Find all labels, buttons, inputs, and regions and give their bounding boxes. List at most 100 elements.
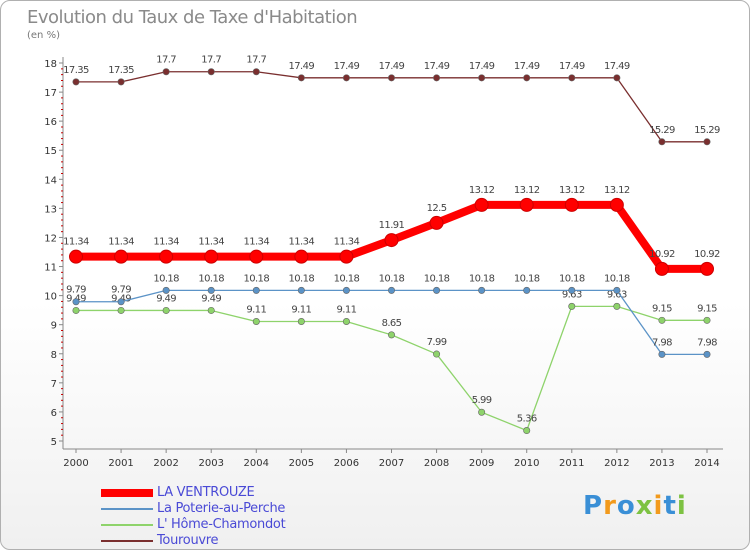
data-label: 11.34 — [289, 237, 315, 248]
data-label: 10.18 — [559, 273, 585, 284]
x-tick-label: 2010 — [514, 458, 539, 469]
logo-letter: x — [635, 491, 654, 521]
data-point — [523, 74, 531, 82]
data-label: 11.91 — [379, 220, 405, 231]
data-point — [297, 74, 305, 82]
data-point — [613, 74, 621, 82]
data-label: 17.49 — [559, 61, 585, 72]
data-label: 9.15 — [697, 303, 717, 314]
data-point — [252, 317, 260, 325]
data-point — [568, 286, 576, 294]
y-tick-label: 11 — [44, 263, 57, 274]
data-label: 15.29 — [649, 125, 675, 136]
series-layer: 17.35 17.35 17.7 17.7 17.7 17.49 17.49 17.49 17.… — [63, 55, 721, 435]
data-point — [162, 306, 170, 314]
data-point — [523, 286, 531, 294]
data-label: 17.49 — [379, 61, 405, 72]
data-label: 10.92 — [694, 249, 720, 260]
proxiti-logo: Proxiti — [583, 491, 687, 521]
data-point — [613, 302, 621, 310]
data-point — [703, 350, 711, 358]
legend-label: Tourouvre — [157, 533, 219, 548]
x-tick-label: 2000 — [63, 458, 88, 469]
data-label: 10.18 — [424, 273, 450, 284]
x-tick-label: 2014 — [694, 458, 719, 469]
data-label: 13.12 — [604, 185, 630, 196]
axes: 5 6 7 8 9 10 11 12 13 14 15 16 17 18 2000 2001 2002 2003 2… — [44, 57, 723, 469]
data-point — [478, 408, 486, 416]
logo-letter: o — [616, 491, 636, 521]
data-label: 9.63 — [562, 289, 582, 300]
data-point — [387, 286, 395, 294]
data-label: 13.12 — [559, 185, 585, 196]
data-point — [342, 74, 350, 82]
data-point — [474, 197, 489, 212]
data-point — [162, 286, 170, 294]
data-point — [658, 350, 666, 358]
data-label: 15.29 — [694, 125, 720, 136]
data-point — [658, 316, 666, 324]
data-point — [72, 298, 80, 306]
data-point — [207, 286, 215, 294]
data-label: 17.49 — [604, 61, 630, 72]
data-point — [72, 306, 80, 314]
y-tick-label: 17 — [44, 88, 57, 99]
data-point — [433, 74, 441, 82]
data-point — [252, 286, 260, 294]
logo-letter: t — [663, 491, 677, 521]
data-label: 11.34 — [334, 237, 360, 248]
data-point — [613, 286, 621, 294]
data-label: 17.49 — [289, 61, 315, 72]
data-point — [342, 286, 350, 294]
data-label: 10.18 — [289, 273, 315, 284]
data-point — [433, 286, 441, 294]
data-label: 5.36 — [517, 414, 537, 425]
legend-label: L' Hôme-Chamondot — [157, 517, 286, 532]
data-label: 17.49 — [424, 61, 450, 72]
data-label: 10.18 — [198, 273, 224, 284]
data-point — [523, 427, 531, 435]
data-point — [703, 138, 711, 146]
data-label: 11.34 — [198, 237, 224, 248]
data-point — [117, 306, 125, 314]
data-point — [387, 331, 395, 339]
data-label: 9.49 — [201, 293, 221, 304]
data-point — [294, 249, 309, 264]
data-label: 13.12 — [514, 185, 540, 196]
data-point — [117, 298, 125, 306]
data-point — [159, 249, 174, 264]
data-point — [478, 74, 486, 82]
y-axis-unit-label: (en %) — [27, 30, 60, 41]
series-line — [76, 71, 707, 143]
data-label: 7.98 — [697, 337, 717, 348]
data-point — [297, 317, 305, 325]
data-label: 7.99 — [427, 337, 447, 348]
data-point — [703, 316, 711, 324]
y-tick-label: 18 — [44, 59, 57, 70]
y-tick-label: 6 — [51, 408, 57, 419]
data-label: 11.34 — [63, 237, 89, 248]
data-label: 17.49 — [469, 61, 495, 72]
data-point — [433, 350, 441, 358]
data-point — [654, 261, 669, 276]
data-label: 10.18 — [514, 273, 540, 284]
legend-swatch-la-ventrouze — [101, 489, 153, 497]
data-label: 10.18 — [604, 273, 630, 284]
series-tourouvre: 17.35 17.35 17.7 17.7 17.7 17.49 17.49 17.49 17.… — [63, 55, 721, 146]
x-tick-label: 2002 — [153, 458, 178, 469]
data-point — [339, 249, 354, 264]
x-tick-label: 2008 — [424, 458, 449, 469]
data-label: 17.7 — [246, 55, 266, 66]
data-label: 13.12 — [469, 185, 495, 196]
data-point — [252, 68, 260, 76]
data-point — [117, 78, 125, 86]
data-point — [568, 302, 576, 310]
data-label: 9.11 — [336, 304, 356, 315]
data-label: 11.34 — [243, 237, 269, 248]
x-tick-label: 2003 — [198, 458, 223, 469]
data-point — [384, 233, 399, 248]
y-tick-label: 8 — [51, 350, 57, 361]
data-label: 17.7 — [156, 55, 176, 66]
data-label: 10.92 — [649, 249, 675, 260]
data-label: 17.49 — [334, 61, 360, 72]
